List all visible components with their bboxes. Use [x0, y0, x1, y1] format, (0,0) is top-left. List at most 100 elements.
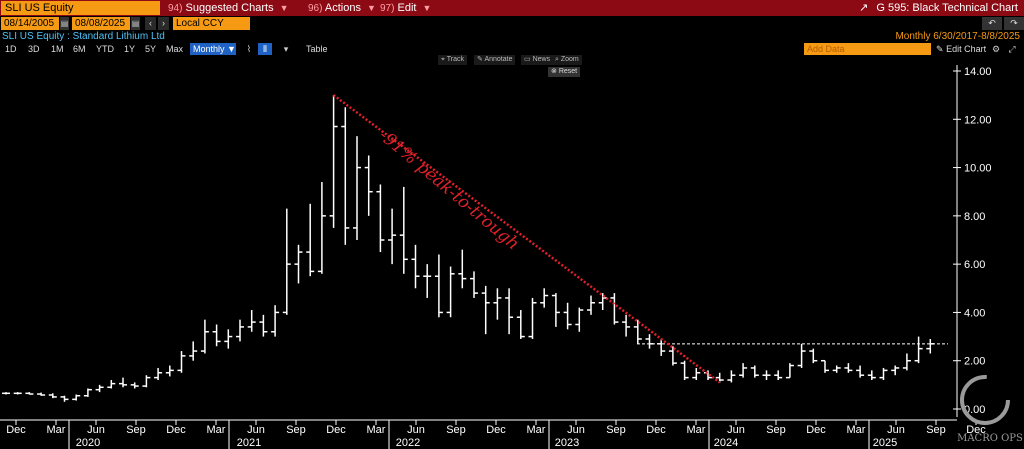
- ohlc-bar: [434, 254, 443, 318]
- undo-icon[interactable]: ↶: [982, 17, 1002, 30]
- ohlc-bar: [762, 370, 771, 381]
- calendar-icon[interactable]: ▤: [60, 17, 69, 30]
- period-1y[interactable]: 1Y: [124, 44, 136, 54]
- ohlc-bar: [119, 377, 127, 388]
- y-tick-label: 8.00: [964, 211, 985, 223]
- menu-label: Suggested Charts: [185, 2, 274, 14]
- period-max[interactable]: Max: [166, 44, 184, 54]
- security-info-row: SLI US Equity : Standard Lithium Ltd Mon…: [0, 31, 1024, 43]
- security-name: SLI US Equity : Standard Lithium Ltd: [2, 31, 165, 42]
- ohlc-bar: [622, 314, 631, 337]
- ohlc-bar: [809, 348, 818, 364]
- redo-icon[interactable]: ↷: [1004, 17, 1024, 30]
- period-5y[interactable]: 5Y: [145, 44, 157, 54]
- ohlc-bar: [598, 293, 607, 311]
- x-tick-label: Sep: [286, 424, 306, 436]
- top-toolbar: SLI US Equity 94) Suggested Charts ▼ 96)…: [0, 0, 1024, 16]
- ohlc-bar: [212, 324, 221, 347]
- menu-label: Actions: [324, 2, 361, 14]
- x-year-label: 2021: [237, 437, 261, 449]
- ohlc-bar: [821, 359, 829, 373]
- prev-arrow-icon[interactable]: ‹: [145, 17, 156, 30]
- reset-label: Reset: [558, 68, 578, 75]
- ohlc-bar: [60, 395, 69, 402]
- dropdown-icon[interactable]: ▾: [283, 44, 289, 54]
- ohlc-bar: [692, 367, 701, 381]
- y-tick-label: 2.00: [964, 356, 985, 368]
- end-date-input[interactable]: 08/08/2025: [72, 17, 130, 30]
- ticker-field[interactable]: SLI US Equity: [1, 1, 160, 15]
- frequency-select[interactable]: Monthly ▼: [190, 43, 236, 55]
- x-tick-label: Dec: [486, 424, 506, 436]
- ohlc-bar: [844, 363, 853, 373]
- ohlc-bar: [739, 363, 748, 378]
- ohlc-bar: [505, 288, 514, 335]
- frequency-label: Monthly: [193, 44, 225, 54]
- menu-suggested-charts[interactable]: 94) Suggested Charts ▼: [168, 0, 289, 16]
- x-year-label: 2023: [555, 437, 579, 449]
- table-button[interactable]: Table: [306, 44, 328, 54]
- x-tick-label: Dec: [646, 424, 666, 436]
- track-button[interactable]: ⌖ Track: [438, 55, 468, 65]
- news-label: News: [532, 56, 551, 63]
- menu-label: Edit: [397, 2, 417, 14]
- ohlc-bar: [926, 338, 935, 354]
- edit-chart-label: Edit Chart: [946, 44, 987, 54]
- news-button[interactable]: ▭ News: [521, 55, 554, 65]
- ohlc-bar: [48, 393, 57, 399]
- x-tick-label: Jun: [87, 424, 105, 436]
- line-chart-icon[interactable]: ⌇: [246, 44, 252, 54]
- period-1m[interactable]: 1M: [51, 44, 64, 54]
- ohlc-bar: [470, 271, 478, 298]
- x-tick-label: Jun: [727, 424, 745, 436]
- ohlc-bar: [200, 319, 209, 354]
- ohlc-bar: [516, 310, 525, 339]
- x-tick-label: Jun: [247, 424, 265, 436]
- ohlc-bar: [493, 288, 502, 320]
- fullscreen-icon[interactable]: ⤢: [1008, 44, 1016, 54]
- period-6m[interactable]: 6M: [73, 44, 86, 54]
- add-data-input[interactable]: Add Data: [804, 43, 931, 55]
- reset-button[interactable]: ⊗ Reset: [548, 67, 581, 77]
- ohlc-bar: [364, 155, 373, 216]
- ohlc-bar: [142, 375, 151, 388]
- ohlc-bar: [13, 392, 22, 395]
- range-text: Monthly 6/30/2017-8/8/2025: [895, 31, 1020, 42]
- external-link-icon[interactable]: ↗: [859, 2, 869, 14]
- next-arrow-icon[interactable]: ›: [158, 17, 169, 30]
- ohlc-bar: [247, 310, 256, 332]
- ohlc-bar: [189, 341, 198, 361]
- peak-to-trough-annotation: -91% peak-to-trough: [375, 126, 523, 255]
- x-year-label: 2022: [396, 437, 420, 449]
- ohlc-bar: [224, 329, 233, 349]
- y-axis: 0.00 2.00 4.00 6.00 8.00 10.00 12.00 14.00: [953, 65, 992, 417]
- zoom-label: Zoom: [560, 56, 579, 63]
- menu-actions[interactable]: 96) Actions ▼: [308, 0, 376, 16]
- zoom-button[interactable]: ⌕ Zoom: [552, 55, 582, 65]
- menu-number: 96): [308, 3, 323, 14]
- currency-select[interactable]: Local CCY: [173, 17, 250, 30]
- annotate-button[interactable]: ✎ Annotate: [474, 55, 516, 65]
- bar-chart-icon[interactable]: ⫴: [258, 43, 272, 55]
- ohlc-bar: [2, 392, 10, 395]
- ohlc-bar: [750, 365, 759, 378]
- calendar-icon[interactable]: ▤: [131, 17, 140, 30]
- menu-edit[interactable]: 97) Edit ▼: [380, 0, 431, 16]
- settings-icon[interactable]: ⚙: [991, 44, 1001, 54]
- edit-chart-button[interactable]: ✎ Edit Chart: [936, 43, 986, 55]
- ohlc-bar: [423, 264, 432, 298]
- chevron-down-icon: ▼: [422, 3, 432, 13]
- menu-number: 97): [380, 3, 395, 14]
- ohlc-bar: [154, 367, 163, 381]
- period-1d[interactable]: 1D: [5, 44, 17, 54]
- ohlc-bar: [610, 293, 619, 325]
- period-ytd[interactable]: YTD: [96, 44, 114, 54]
- ohlc-bar: [914, 336, 923, 364]
- period-3d[interactable]: 3D: [28, 44, 40, 54]
- x-tick-label: Jun: [407, 424, 425, 436]
- start-date-input[interactable]: 08/14/2005: [1, 17, 59, 30]
- ohlc-bar: [282, 208, 291, 315]
- ohlc-bar: [306, 203, 315, 277]
- ohlc-bar: [481, 285, 490, 335]
